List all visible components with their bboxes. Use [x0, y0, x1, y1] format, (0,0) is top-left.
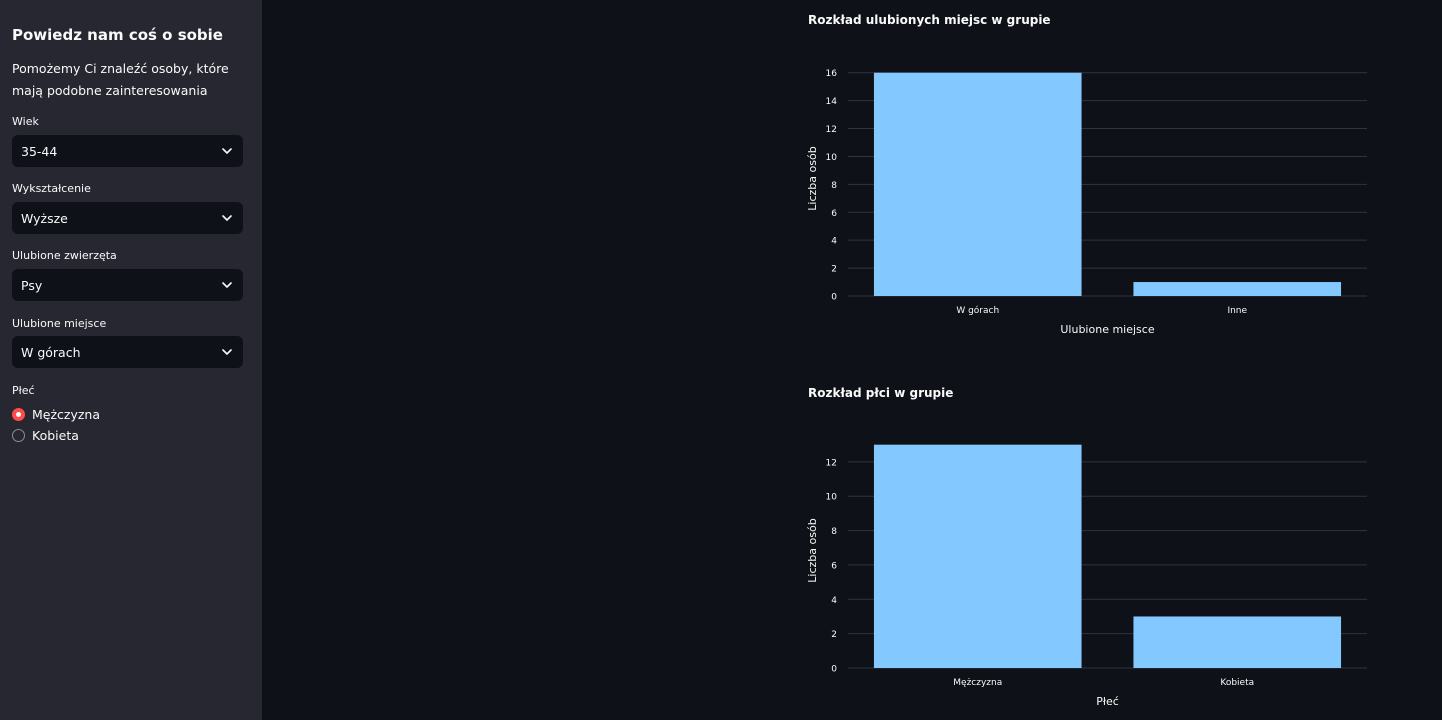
age-label: Wiek: [12, 115, 39, 128]
y-tick-label: 4: [831, 237, 837, 247]
education-label: Wykształcenie: [12, 182, 91, 195]
animals-label: Ulubione zwierzęta: [12, 249, 117, 262]
y-tick-label: 12: [826, 458, 837, 468]
bar: [1133, 282, 1342, 296]
radio-unselected-icon[interactable]: [12, 429, 25, 442]
y-tick-label: 6: [831, 209, 837, 219]
x-axis-title: Płeć: [1096, 695, 1119, 708]
age-select[interactable]: 35-44: [12, 135, 243, 167]
radio-selected-icon[interactable]: [12, 408, 25, 421]
sidebar: Powiedz nam coś o sobie Pomożemy Ci znal…: [0, 0, 262, 720]
y-tick-label: 14: [826, 97, 838, 107]
x-tick-label: W górach: [956, 305, 999, 316]
chevron-down-icon: [221, 346, 233, 358]
place-label: Ulubione miejsce: [12, 317, 107, 330]
gender-bar-chart: 0 2 4 6 8 10 12 Mężczyzna Kobieta Płeć Liczba osób: [806, 444, 1367, 708]
x-tick-label: Inne: [1227, 306, 1247, 316]
place-select-value: W górach: [21, 344, 81, 360]
gender-option-label: Kobieta: [32, 428, 79, 443]
gender-label: Płeć: [12, 384, 35, 397]
age-select-value: 35-44: [21, 143, 58, 159]
education-select-value: Wyższe: [21, 210, 68, 226]
y-tick-label: 12: [826, 125, 837, 135]
y-tick-label: 2: [831, 265, 837, 275]
gender-radio-female[interactable]: Kobieta: [12, 428, 79, 443]
y-tick-label: 0: [831, 665, 837, 675]
bar: [873, 444, 1082, 668]
bar: [1133, 616, 1342, 668]
bar: [873, 72, 1082, 296]
chevron-down-icon: [221, 279, 233, 291]
y-axis-title: Liczba osób: [806, 146, 819, 210]
chevron-down-icon: [221, 145, 233, 157]
y-tick-label: 8: [831, 181, 837, 191]
y-tick-label: 16: [826, 69, 838, 79]
y-tick-label: 10: [826, 493, 838, 503]
sidebar-title: Powiedz nam coś o sobie: [12, 26, 223, 44]
place-select[interactable]: W górach: [12, 336, 243, 368]
chart-title: Rozkład ulubionych miejsc w grupie: [808, 13, 1051, 27]
y-tick-label: 8: [831, 527, 837, 537]
y-tick-label: 4: [831, 596, 837, 606]
chevron-down-icon: [221, 212, 233, 224]
animals-select-value: Psy: [21, 277, 43, 293]
chart-title: Rozkład płci w grupie: [808, 386, 954, 400]
places-bar-chart: 0 2 4 6 8 10 12 14 16 W górach Inne Ulubione miejsc…: [806, 69, 1367, 336]
y-tick-label: 0: [831, 293, 837, 303]
gender-option-label: Mężczyzna: [32, 407, 101, 422]
gender-radio-male[interactable]: Mężczyzna: [12, 407, 100, 422]
x-axis-title: Ulubione miejsce: [1060, 323, 1154, 336]
y-tick-label: 10: [826, 153, 838, 163]
sidebar-description: Pomożemy Ci znaleźć osoby, które mają po…: [12, 61, 229, 98]
x-tick-label: Kobieta: [1220, 678, 1254, 688]
x-tick-label: Mężczyzna: [953, 678, 1002, 688]
y-tick-label: 2: [831, 630, 837, 640]
y-tick-label: 6: [831, 561, 837, 571]
y-axis-title: Liczba osób: [806, 518, 819, 582]
education-select[interactable]: Wyższe: [12, 202, 243, 234]
animals-select[interactable]: Psy: [12, 269, 243, 301]
